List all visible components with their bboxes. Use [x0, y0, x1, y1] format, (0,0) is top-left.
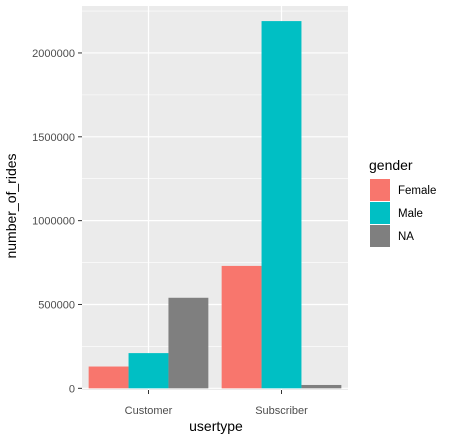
- plot-panel: [82, 6, 348, 390]
- legend-label-na: NA: [398, 231, 414, 243]
- bars: [88, 21, 342, 389]
- x-axis-title: usertype: [189, 418, 243, 434]
- x-axis-ticks: Customer Subscriber: [125, 390, 308, 417]
- legend-key-female: [370, 179, 390, 201]
- legend-title: gender: [369, 157, 413, 173]
- y-axis-title: number_of_rides: [3, 153, 19, 258]
- legend: gender Female Male NA: [369, 157, 436, 247]
- bar-subscriber-na: [301, 384, 342, 389]
- y-axis-ticks: 0 500000 1000000 1500000 2000000: [32, 48, 82, 395]
- y-tick-label: 0: [69, 383, 75, 395]
- panel-background: [82, 6, 348, 390]
- y-tick-label: 2000000: [32, 48, 75, 60]
- bar-subscriber-male: [261, 21, 302, 389]
- legend-label-male: Male: [398, 208, 423, 220]
- bar-customer-na: [168, 297, 209, 389]
- x-tick-label: Subscriber: [255, 405, 308, 417]
- legend-label-female: Female: [398, 185, 436, 197]
- bar-customer-female: [88, 366, 129, 389]
- bar-customer-male: [128, 353, 169, 389]
- y-tick-label: 1000000: [32, 216, 75, 228]
- bar-subscriber-female: [221, 265, 262, 389]
- x-tick-label: Customer: [125, 405, 173, 417]
- legend-key-male: [370, 202, 390, 224]
- y-tick-label: 500000: [38, 299, 75, 311]
- legend-key-na: [370, 225, 390, 247]
- y-tick-label: 1500000: [32, 132, 75, 144]
